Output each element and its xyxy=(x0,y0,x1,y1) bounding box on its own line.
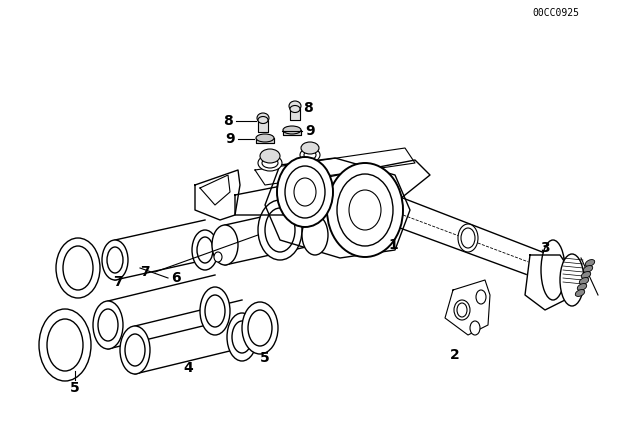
Text: 2: 2 xyxy=(450,348,460,362)
Ellipse shape xyxy=(258,155,282,171)
Polygon shape xyxy=(265,158,410,258)
Ellipse shape xyxy=(102,240,128,280)
Ellipse shape xyxy=(476,290,486,304)
Text: 4: 4 xyxy=(183,361,193,375)
Ellipse shape xyxy=(232,321,252,353)
Polygon shape xyxy=(525,255,570,310)
Ellipse shape xyxy=(581,271,591,279)
Ellipse shape xyxy=(283,126,301,134)
Ellipse shape xyxy=(56,238,100,298)
Polygon shape xyxy=(256,138,274,143)
Ellipse shape xyxy=(265,208,295,252)
Ellipse shape xyxy=(575,289,585,297)
Polygon shape xyxy=(200,175,230,205)
Ellipse shape xyxy=(227,313,257,361)
Text: 8: 8 xyxy=(303,101,313,115)
Ellipse shape xyxy=(583,266,593,272)
Ellipse shape xyxy=(586,259,595,267)
Ellipse shape xyxy=(39,309,91,381)
Ellipse shape xyxy=(262,158,278,168)
Ellipse shape xyxy=(200,287,230,335)
Ellipse shape xyxy=(248,310,272,346)
Ellipse shape xyxy=(304,151,316,159)
Text: 3: 3 xyxy=(540,241,550,255)
Ellipse shape xyxy=(470,321,480,335)
Ellipse shape xyxy=(125,334,145,366)
Ellipse shape xyxy=(107,247,123,273)
Ellipse shape xyxy=(327,163,403,257)
Ellipse shape xyxy=(560,254,584,306)
Text: 7: 7 xyxy=(113,275,123,289)
Polygon shape xyxy=(235,160,430,215)
Ellipse shape xyxy=(579,278,589,284)
Ellipse shape xyxy=(302,215,328,255)
Ellipse shape xyxy=(294,178,316,206)
Text: 00CC0925: 00CC0925 xyxy=(532,8,579,18)
Ellipse shape xyxy=(197,237,213,263)
Ellipse shape xyxy=(47,319,83,371)
Polygon shape xyxy=(195,170,240,220)
Ellipse shape xyxy=(290,105,300,112)
Text: 9: 9 xyxy=(305,124,315,138)
Ellipse shape xyxy=(301,142,319,154)
Ellipse shape xyxy=(192,230,218,270)
Ellipse shape xyxy=(93,301,123,349)
Ellipse shape xyxy=(242,302,278,354)
Ellipse shape xyxy=(257,113,269,123)
Polygon shape xyxy=(445,280,490,335)
Text: 7: 7 xyxy=(140,265,150,279)
Ellipse shape xyxy=(98,309,118,341)
Polygon shape xyxy=(255,148,415,185)
Ellipse shape xyxy=(205,295,225,327)
Ellipse shape xyxy=(214,252,222,262)
Ellipse shape xyxy=(260,149,280,163)
Ellipse shape xyxy=(457,303,467,317)
Ellipse shape xyxy=(120,326,150,374)
Text: 5: 5 xyxy=(260,351,270,365)
Ellipse shape xyxy=(212,225,238,265)
Ellipse shape xyxy=(577,284,587,290)
Text: 8: 8 xyxy=(223,114,233,128)
Ellipse shape xyxy=(277,157,333,227)
Ellipse shape xyxy=(256,134,274,142)
Ellipse shape xyxy=(461,228,475,248)
Text: 9: 9 xyxy=(225,132,235,146)
Ellipse shape xyxy=(541,240,565,300)
Ellipse shape xyxy=(454,300,470,320)
Ellipse shape xyxy=(258,200,302,260)
Text: 6: 6 xyxy=(171,271,181,285)
Ellipse shape xyxy=(458,224,478,252)
Ellipse shape xyxy=(300,148,320,162)
Text: 5: 5 xyxy=(70,381,80,395)
Polygon shape xyxy=(258,120,268,132)
Ellipse shape xyxy=(289,101,301,111)
Ellipse shape xyxy=(349,190,381,230)
Ellipse shape xyxy=(337,174,393,246)
Ellipse shape xyxy=(258,116,268,124)
Polygon shape xyxy=(283,130,301,135)
Ellipse shape xyxy=(63,246,93,290)
Polygon shape xyxy=(290,108,300,120)
Ellipse shape xyxy=(285,166,325,218)
Text: 1: 1 xyxy=(388,238,398,252)
